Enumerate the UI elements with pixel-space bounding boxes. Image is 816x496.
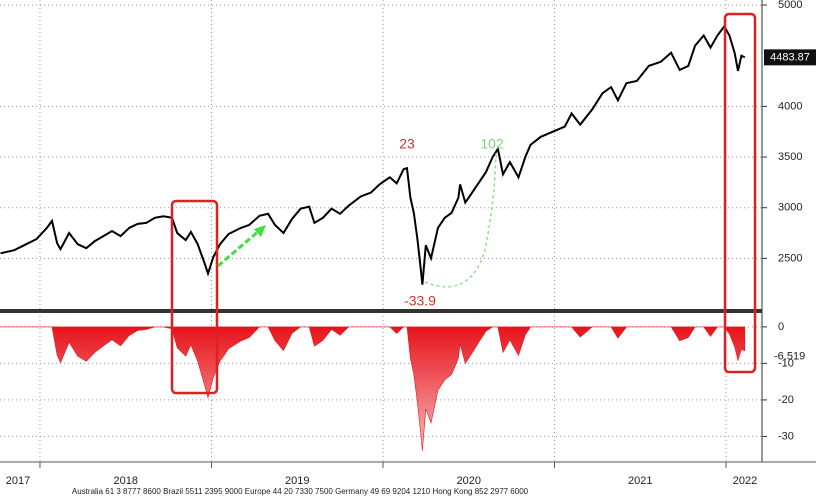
- y-tick-label: -10: [778, 357, 794, 369]
- y-tick-label: -30: [778, 430, 794, 442]
- y-tick-label: 3500: [778, 151, 802, 163]
- y-tick-label: 4000: [778, 100, 802, 112]
- y-tick-label: 0: [778, 321, 784, 333]
- annotation: -33.9: [404, 293, 436, 309]
- x-tick-label: 2021: [628, 475, 652, 487]
- footer: Australia 61 3 8777 8600 Brazil 5511 239…: [72, 487, 529, 496]
- highlight-box: [170, 199, 219, 395]
- annotation: 23: [399, 136, 415, 152]
- panel-separator: [0, 309, 762, 313]
- x-tick-label: 2019: [285, 475, 309, 487]
- y-tick-label: -20: [778, 394, 794, 406]
- recovery-curve: [424, 151, 497, 288]
- x-tick-label: 2018: [113, 475, 137, 487]
- drawdown-area: [0, 326, 746, 451]
- last-value-label: 4483.87: [770, 51, 810, 63]
- x-tick-label: 2020: [456, 475, 480, 487]
- last-value-label: -6.519: [774, 351, 805, 363]
- y-tick-label: 5000: [778, 0, 802, 11]
- annotation: 102: [480, 136, 504, 152]
- x-tick-label: 2022: [733, 475, 757, 487]
- x-tick-label: 2017: [6, 475, 30, 487]
- last-value-box: [764, 49, 816, 66]
- highlight-box: [723, 12, 757, 374]
- y-tick-label: 3000: [778, 202, 802, 214]
- trend-arrow: [217, 228, 261, 268]
- y-tick-label: 2500: [778, 252, 802, 264]
- arrow-head: [254, 225, 266, 237]
- price-line: [0, 24, 746, 285]
